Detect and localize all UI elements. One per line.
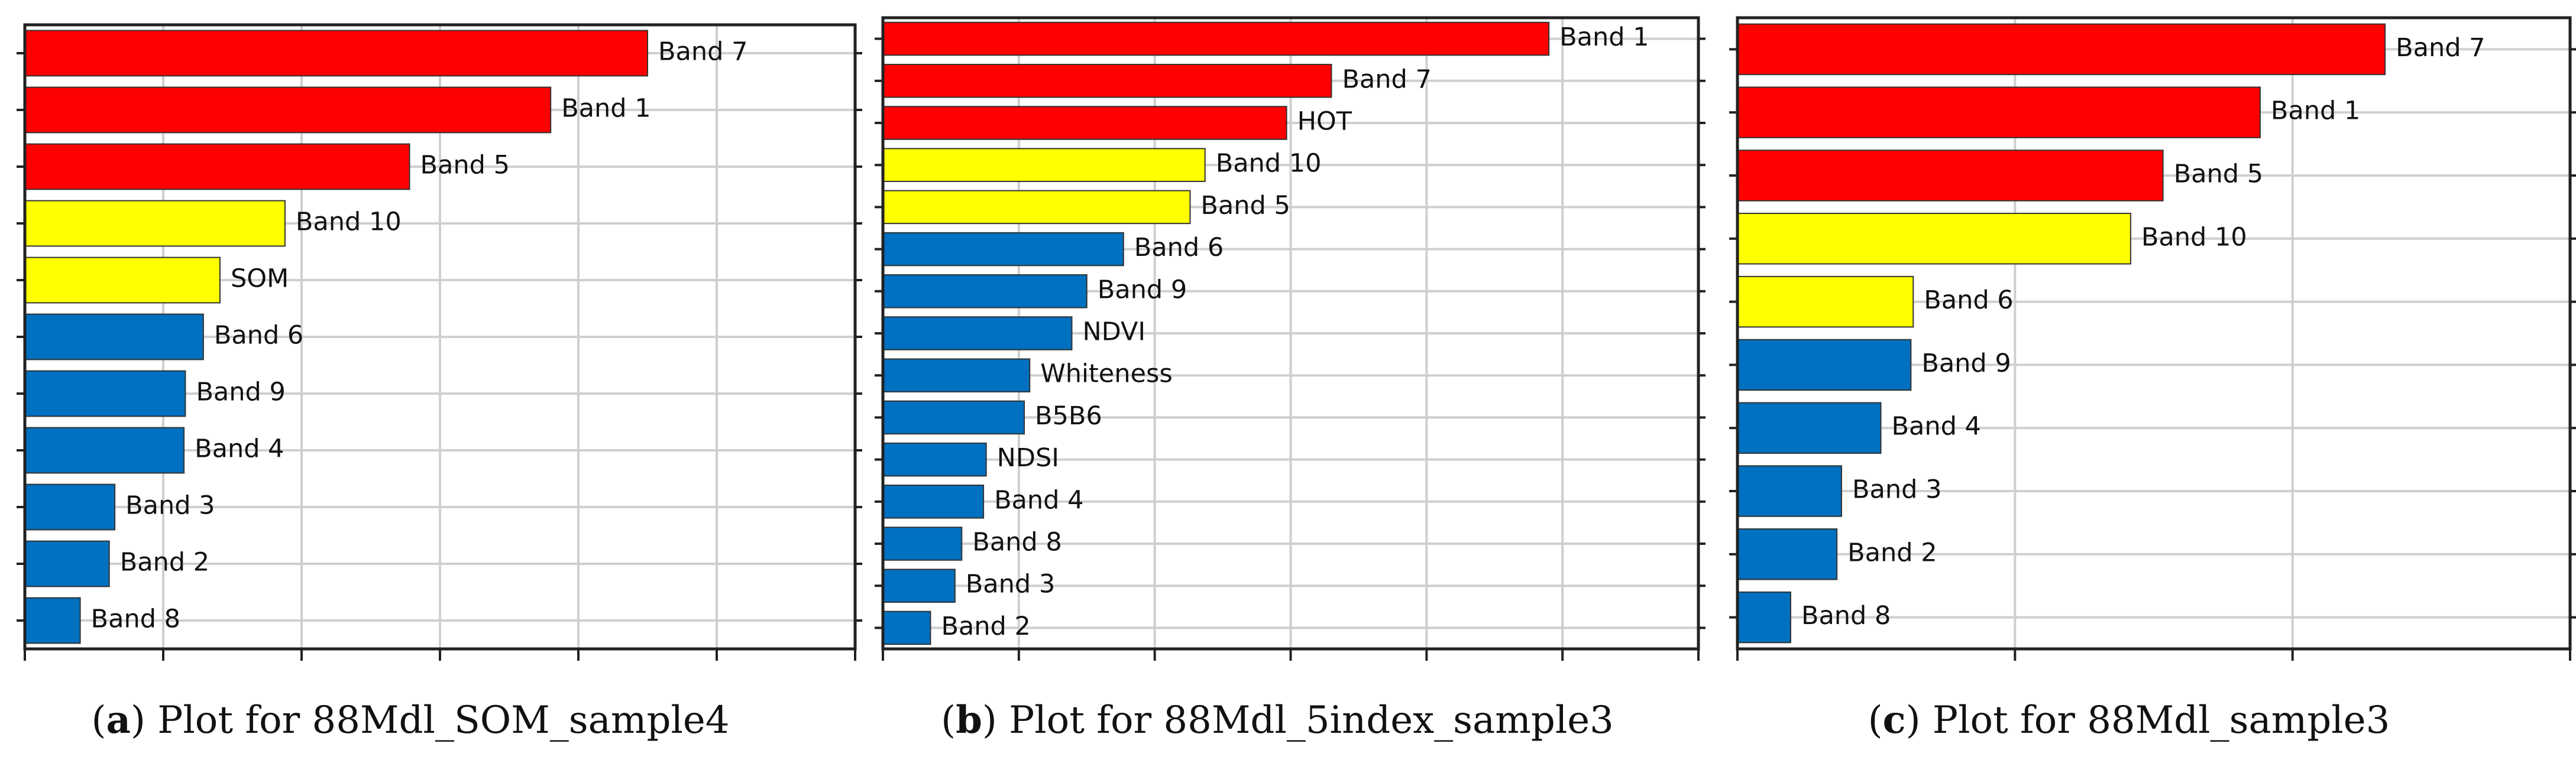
- bar: [882, 232, 1124, 267]
- bar-label: Band 9: [1098, 275, 1187, 304]
- bar-label: NDSI: [997, 443, 1059, 473]
- bar-label: Band 2: [120, 548, 209, 577]
- bar: [1737, 150, 2164, 202]
- bar-label: Band 4: [1891, 412, 1980, 441]
- bar: [1737, 402, 1882, 454]
- chart-panel-b: Band 1 Band 7 HOT Band 10 Band 5 Band 6 Band 9…: [875, 16, 1706, 661]
- caption-c: (c) Plot for 88Mdl_sample3: [1868, 698, 2390, 742]
- bar: [1737, 528, 1838, 580]
- bar-label: Whiteness: [1040, 359, 1173, 389]
- bar-label: Band 1: [1559, 22, 1649, 52]
- bar-label: NDVI: [1082, 317, 1145, 347]
- panel-b: Band 1 Band 7 HOT Band 10 Band 5 Band 6 Band 9…: [875, 16, 1706, 742]
- bar: [882, 527, 963, 561]
- bar-label: SOM: [231, 264, 289, 294]
- bar: [882, 358, 1031, 392]
- bar-label: Band 6: [1924, 285, 2013, 315]
- bar: [882, 316, 1073, 350]
- bar-label: Band 2: [1847, 538, 1937, 567]
- bar-label: Band 3: [1852, 475, 1941, 505]
- bar-label: Band 5: [1200, 191, 1290, 220]
- bar: [1737, 465, 1842, 517]
- bar-label: Band 7: [658, 37, 747, 67]
- bar: [24, 86, 552, 134]
- bar-label: Band 7: [2396, 33, 2485, 63]
- bar: [1737, 213, 2131, 265]
- bar: [882, 442, 987, 477]
- bar-label: Band 6: [214, 321, 303, 350]
- bar-label: Band 5: [420, 151, 510, 180]
- bar-label: Band 8: [972, 528, 1062, 557]
- bar: [1737, 23, 2386, 76]
- bar-label: Band 9: [1921, 349, 2011, 378]
- bar-label: Band 6: [1134, 233, 1224, 262]
- bar: [882, 64, 1332, 98]
- bar: [24, 483, 116, 531]
- axes-frame: [1736, 16, 2572, 651]
- bar: [24, 597, 81, 644]
- bar: [882, 190, 1191, 225]
- bar: [24, 540, 110, 587]
- bar: [882, 148, 1206, 182]
- bar-label: Band 1: [2271, 96, 2360, 126]
- caption-a: (a) Plot for 88Mdl_SOM_sample4: [92, 698, 730, 742]
- bar: [882, 610, 931, 645]
- bar-label: Band 8: [91, 605, 180, 634]
- bar-label: Band 3: [966, 570, 1055, 599]
- bar: [882, 274, 1088, 308]
- bar-label: Band 1: [561, 94, 651, 124]
- bar: [24, 256, 221, 304]
- bar-label: B5B6: [1035, 401, 1102, 431]
- bar-label: Band 9: [196, 378, 285, 407]
- bar: [882, 21, 1550, 56]
- caption-b: (b) Plot for 88Mdl_5index_sample3: [941, 698, 1614, 742]
- bar: [882, 485, 985, 519]
- bar-label: Band 5: [2174, 160, 2263, 189]
- bar-label: Band 3: [125, 491, 215, 521]
- bar-label: Band 2: [941, 612, 1030, 641]
- bar: [24, 370, 186, 417]
- bar: [882, 569, 956, 603]
- bar-label: Band 10: [296, 207, 402, 237]
- bar: [24, 427, 185, 474]
- bar: [882, 400, 1025, 435]
- bar: [1737, 591, 1791, 644]
- bar: [24, 143, 410, 190]
- chart-panel-c: Band 7 Band 1 Band 5 Band 10 Band 6 Band 9 Ban…: [1729, 16, 2576, 661]
- bar-label: Band 10: [1216, 149, 1322, 178]
- bar: [882, 106, 1287, 140]
- bar-label: Band 8: [1801, 601, 1891, 631]
- bar-label: Band 4: [994, 485, 1083, 515]
- bar-label: Band 7: [1342, 64, 1431, 94]
- bar: [1737, 86, 2261, 138]
- bar: [24, 30, 648, 77]
- panel-c: Band 7 Band 1 Band 5 Band 10 Band 6 Band 9 Ban…: [1729, 16, 2576, 742]
- bar: [1737, 275, 1914, 328]
- bar-label: HOT: [1297, 107, 1352, 137]
- bar-label: Band 10: [2141, 222, 2247, 252]
- bar: [24, 313, 204, 360]
- bar: [24, 200, 286, 247]
- bar-label: Band 4: [195, 434, 284, 464]
- bar: [1737, 339, 1912, 391]
